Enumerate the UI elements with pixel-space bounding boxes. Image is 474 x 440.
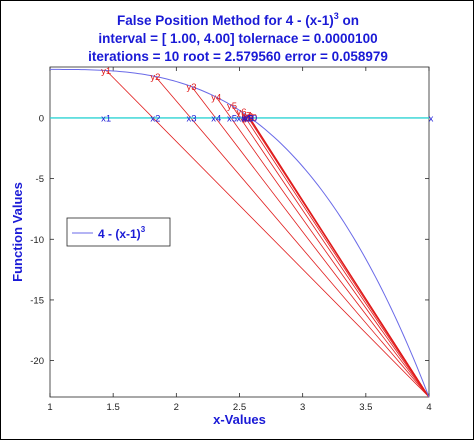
axis-ticks: 1 1.5 2 2.5 3 3.5 4 0 -5 -10 -15 -20 — [30, 67, 432, 413]
legend-box — [66, 217, 171, 247]
secant-line — [191, 86, 430, 398]
x-iterate-label: x4 — [211, 113, 221, 124]
y-iterate-label: y5 — [227, 101, 237, 112]
chart-title: False Position Method for 4 - (x-1)3 on i… — [88, 11, 388, 64]
y-tick-label: -5 — [36, 174, 44, 185]
y-iterate-label: y4 — [211, 93, 221, 104]
x-iterate-label: x2 — [150, 113, 160, 124]
y-iterate-label: y3 — [187, 82, 197, 93]
x-tick-label: 3 — [300, 402, 305, 413]
x-iterate-label: x3 — [187, 113, 197, 124]
x-iterate-label: x6 — [236, 113, 246, 124]
x-tick-label: 4 — [426, 402, 431, 413]
x-iterate-label: x7 — [241, 113, 251, 124]
y-iterate-label: y8 — [243, 112, 253, 123]
x-iterate-label: x9 — [244, 113, 254, 124]
secant-line — [231, 105, 430, 398]
secant-line — [105, 70, 430, 398]
y-tick-label: -10 — [30, 235, 44, 246]
y-tick-label: -15 — [30, 295, 44, 306]
y-iterate-label: y6 — [236, 107, 246, 118]
x-tick-label: 1 — [47, 402, 52, 413]
y-iterate-label: y2 — [150, 72, 160, 83]
x-axis-label: x-Values — [213, 412, 266, 427]
x-tick-label: 2 — [174, 402, 179, 413]
title-line-2: interval = [ 1.00, 4.00] tolernace = 0.0… — [98, 31, 377, 46]
x-iterate-label: x10 — [242, 113, 257, 124]
secant-line — [215, 96, 430, 398]
secant-line — [249, 117, 430, 398]
legend: 4 - (x-1)3 — [66, 217, 171, 247]
legend-label: 4 - (x-1)3 — [98, 225, 146, 241]
secant-line — [155, 76, 430, 398]
y-iterate-label: y7 — [241, 111, 251, 122]
title-line-1: False Position Method for 4 - (x-1)3 on — [117, 11, 359, 28]
end-x-label: x — [429, 113, 434, 124]
secant-lines — [105, 70, 430, 398]
y-tick-label: -20 — [30, 356, 44, 367]
x-tick-label: 3.5 — [359, 402, 372, 413]
y-tick-label: 0 — [39, 113, 44, 124]
x-iterate-label: x1 — [101, 113, 111, 124]
x-iterate-label: x5 — [227, 113, 237, 124]
x-iterate-label: x8 — [243, 113, 253, 124]
y-iterate-label: y10 — [242, 113, 257, 124]
y-axis-label: Function Values — [10, 182, 25, 282]
title-line-3: iterations = 10 root = 2.579560 error = … — [88, 49, 388, 64]
x-tick-label: 2.5 — [233, 402, 246, 413]
x-tick-label: 1.5 — [107, 402, 120, 413]
y-iterate-label: y9 — [244, 112, 254, 123]
iteration-annotations: y1x1y2x2y3x3y4x4y5x5y6x6y7x7y8x8y9x9y10x… — [101, 66, 434, 124]
function-curve — [50, 68, 430, 398]
y-iterate-label: y1 — [101, 66, 111, 77]
